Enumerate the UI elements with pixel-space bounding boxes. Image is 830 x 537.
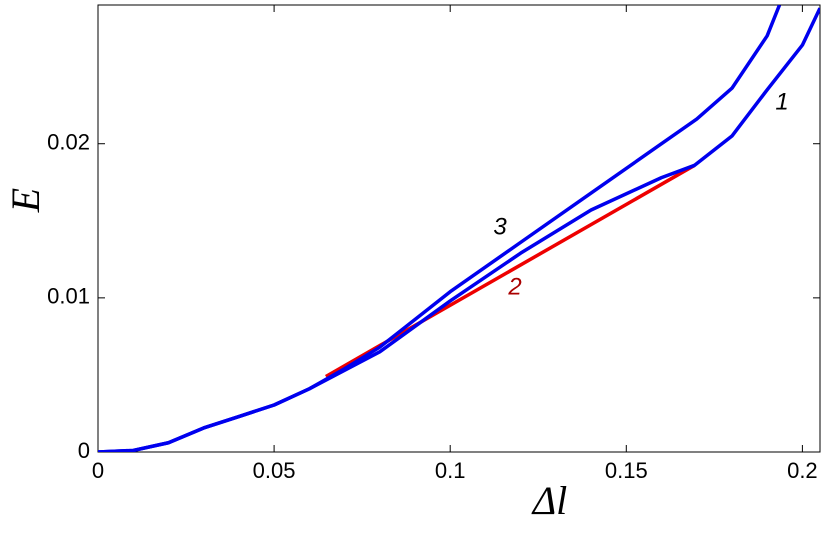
- annotation: 3: [493, 213, 507, 240]
- y-tick-label: 0.02: [47, 130, 90, 155]
- x-axis-label: Δl: [531, 478, 568, 523]
- annotation: 2: [507, 273, 521, 300]
- y-tick-label: 0.01: [47, 284, 90, 309]
- line-series: [98, 5, 782, 452]
- annotation: 1: [775, 88, 788, 115]
- x-tick-label: 0: [92, 458, 104, 483]
- x-tick-label: 0.05: [253, 458, 296, 483]
- y-tick-label: 0: [78, 438, 90, 463]
- x-tick-label: 0.15: [605, 458, 648, 483]
- x-tick-label: 0.2: [787, 458, 818, 483]
- y-axis-label: E: [3, 188, 48, 213]
- plot-frame: [97, 4, 821, 453]
- line-series: [98, 7, 820, 452]
- x-tick-label: 0.1: [435, 458, 466, 483]
